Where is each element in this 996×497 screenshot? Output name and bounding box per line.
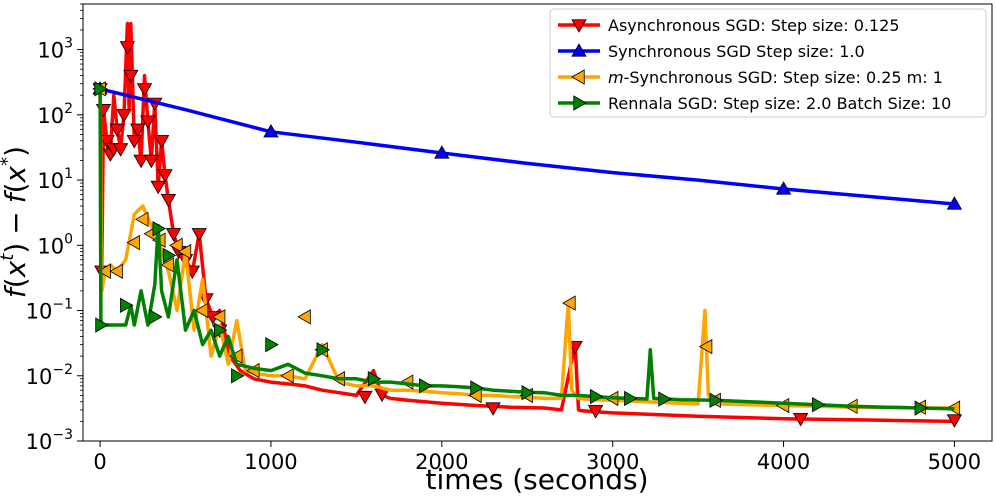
series-marker-0	[946, 414, 963, 428]
series-layer	[92, 21, 963, 428]
y-tick-label: 10−3	[26, 427, 73, 454]
axis-layer: 0 1000 2000 3000 4000 5000 10−3 10−2 10−1 100 101 1…	[26, 3, 981, 474]
series-marker-0	[99, 135, 115, 149]
series-marker-0	[157, 169, 173, 183]
series-marker-0	[112, 143, 129, 157]
legend-box	[549, 8, 987, 118]
series-line-1	[99, 87, 955, 206]
series-marker-3	[95, 317, 109, 333]
legend-marker-0	[571, 19, 587, 33]
x-tick-label: 5000	[928, 450, 981, 474]
legend-label-1: Synchronous SGD Step size: 1.0	[608, 42, 865, 61]
series-marker-1	[946, 196, 963, 210]
series-marker-0	[165, 228, 182, 242]
series-marker-0	[587, 405, 604, 419]
series-marker-2	[126, 234, 140, 251]
series-marker-3	[709, 392, 724, 409]
x-axis-title: times (seconds)	[425, 463, 648, 496]
series-marker-0	[136, 83, 153, 97]
x-tick-label: 4000	[757, 450, 810, 474]
series-group	[92, 21, 963, 428]
series-marker-3	[589, 388, 604, 405]
series-marker-3	[214, 322, 228, 338]
legend-marker-1	[571, 43, 587, 57]
series-marker-0	[143, 154, 160, 169]
series-marker-0	[150, 180, 166, 195]
series-marker-0	[133, 154, 149, 169]
series-marker-0	[153, 135, 170, 149]
series-marker-3	[624, 390, 638, 407]
legend: Asynchronous SGD: Step size: 0.125 Synchr…	[549, 8, 987, 118]
series-line-2	[98, 88, 955, 410]
series-marker-0	[109, 123, 125, 138]
series-marker-2	[160, 257, 175, 273]
x-tick-label: 1000	[244, 450, 297, 474]
series-marker-3	[149, 309, 163, 325]
legend-items: Asynchronous SGD: Step size: 0.125 Synchr…	[558, 16, 951, 113]
series-marker-1	[775, 181, 792, 195]
series-marker-3	[914, 400, 929, 416]
series-marker-2	[562, 295, 576, 311]
series-marker-0	[191, 228, 207, 242]
series-marker-3	[658, 391, 672, 407]
series-marker-3	[231, 368, 245, 384]
series-marker-0	[357, 390, 373, 405]
series-marker-2	[280, 368, 294, 384]
series-marker-2	[194, 302, 209, 319]
series-marker-2	[211, 309, 226, 325]
legend-label-2: m-Synchronous SGD: Step size: 0.25 m: 1	[608, 68, 943, 87]
y-tick-label: 10−2	[26, 362, 73, 389]
y-tick-label: 103	[37, 36, 73, 63]
series-marker-0	[126, 135, 142, 149]
y-tick-label: 102	[37, 101, 73, 128]
series-marker-2	[177, 243, 192, 260]
series-marker-3	[120, 297, 134, 314]
y-tick-label: 10−1	[26, 297, 73, 324]
legend-marker-2	[571, 69, 585, 85]
series-marker-0	[160, 194, 177, 208]
series-marker-3	[812, 397, 826, 413]
y-tick-label: 100	[37, 231, 73, 258]
y-tick-label: 101	[37, 166, 73, 193]
series-marker-2	[297, 309, 311, 325]
series-marker-3	[265, 336, 279, 353]
series-marker-3	[152, 220, 166, 237]
x-tick-label: 2000	[415, 450, 468, 474]
legend-marker-3	[573, 95, 587, 111]
x-tick-label: 0	[93, 450, 106, 474]
series-marker-1	[434, 145, 450, 159]
series-marker-1	[263, 123, 279, 138]
series-marker-0	[485, 402, 501, 416]
series-marker-0	[140, 115, 156, 129]
series-marker-2	[134, 211, 149, 228]
series-marker-0	[123, 69, 139, 84]
legend-label-0: Asynchronous SGD: Step size: 0.125	[608, 16, 900, 35]
series-marker-0	[116, 109, 132, 123]
series-marker-0	[792, 413, 809, 427]
series-marker-3	[521, 385, 536, 401]
series-marker-3	[419, 378, 433, 394]
series-marker-3	[367, 371, 382, 387]
series-marker-0	[119, 41, 136, 55]
series-marker-3	[94, 81, 108, 97]
series-marker-2	[109, 263, 123, 279]
legend-label-3: Rennala SGD: Step size: 2.0 Batch Size: …	[608, 94, 951, 113]
series-marker-0	[129, 123, 146, 138]
series-marker-3	[470, 380, 484, 396]
series-marker-3	[162, 247, 177, 264]
series-marker-2	[169, 237, 183, 253]
series-marker-3	[316, 342, 331, 358]
series-marker-2	[698, 338, 713, 355]
y-axis-title: f(xt)−f(x*)	[0, 146, 32, 298]
x-tick-label: 3000	[586, 450, 639, 474]
